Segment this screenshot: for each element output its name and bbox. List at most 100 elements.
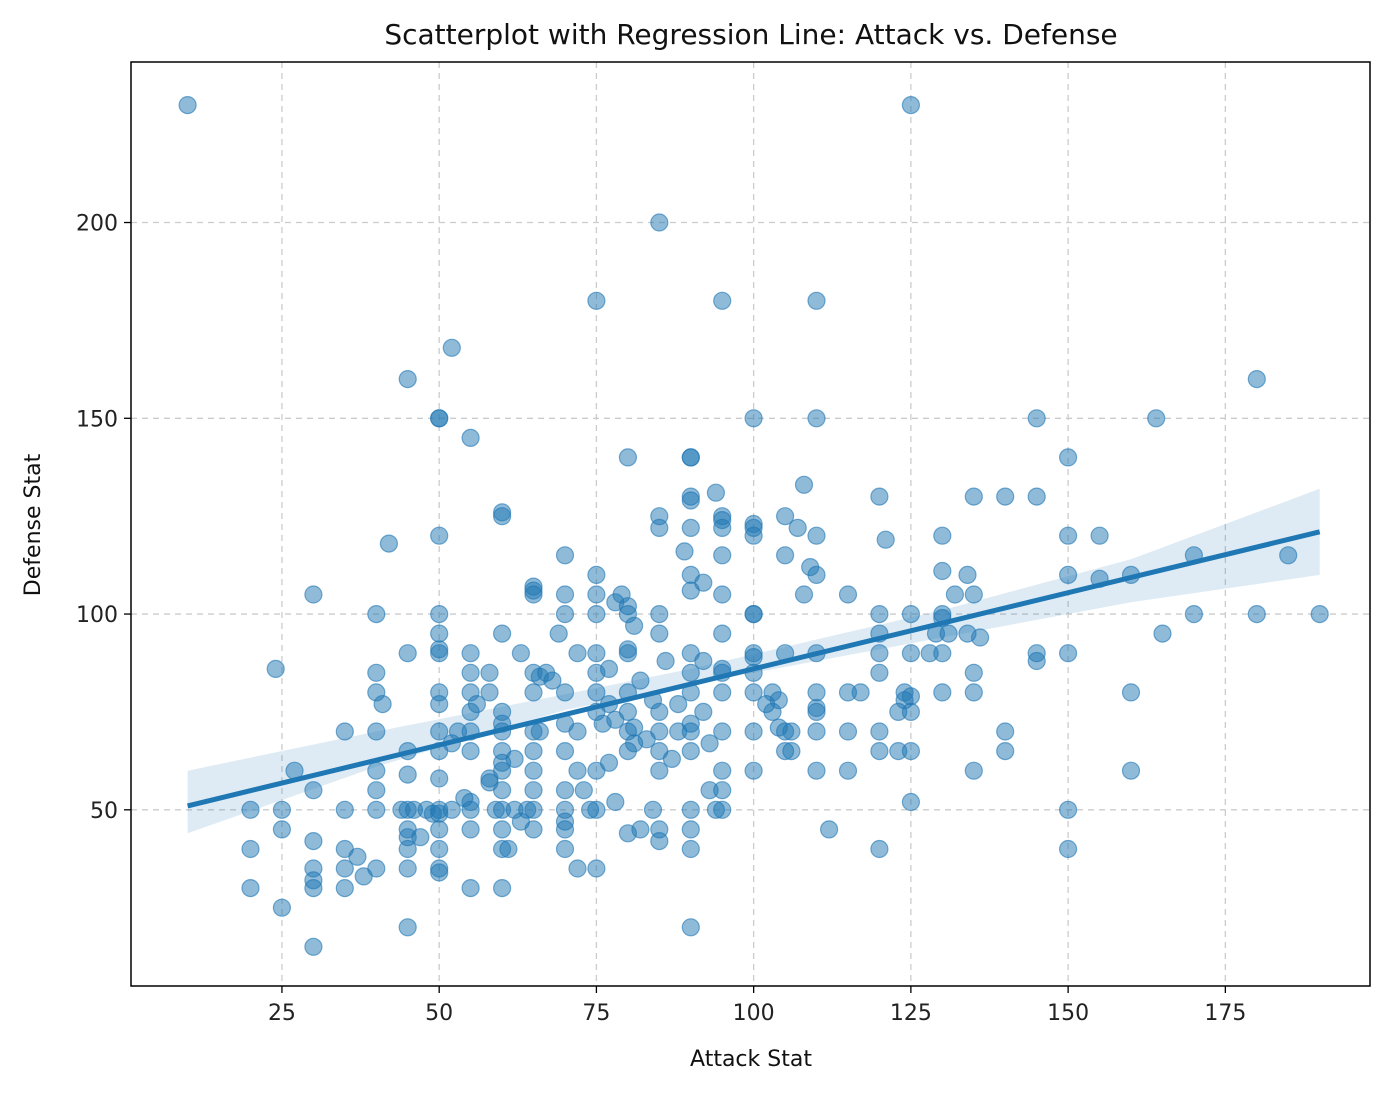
- data-point: [713, 761, 732, 780]
- data-point: [530, 722, 549, 741]
- data-point: [744, 722, 763, 741]
- data-point: [499, 839, 518, 859]
- data-point: [713, 546, 732, 565]
- data-point: [618, 448, 638, 467]
- data-point: [782, 722, 801, 741]
- data-point: [398, 918, 417, 937]
- data-point: [775, 546, 795, 565]
- data-point: [870, 644, 889, 663]
- data-point: [744, 526, 763, 545]
- data-point: [599, 659, 619, 679]
- data-point: [807, 761, 826, 780]
- data-point: [398, 644, 417, 663]
- data-point: [442, 800, 461, 819]
- y-axis-label: Defense Stat: [21, 453, 46, 596]
- data-point: [650, 604, 669, 624]
- data-point: [624, 616, 644, 635]
- data-point: [335, 722, 354, 741]
- data-point: [1058, 526, 1078, 545]
- x-tick-label-6: 175: [1204, 1001, 1246, 1026]
- data-point: [493, 878, 512, 898]
- data-point: [398, 765, 417, 784]
- data-point: [241, 839, 260, 859]
- data-point: [933, 683, 952, 702]
- data-point: [996, 722, 1015, 741]
- data-point: [650, 213, 669, 232]
- data-point: [694, 573, 713, 592]
- data-point: [430, 644, 449, 663]
- data-point: [807, 683, 826, 702]
- data-point: [996, 741, 1015, 761]
- data-point: [555, 585, 575, 604]
- data-point: [870, 722, 889, 741]
- data-point: [1058, 448, 1078, 467]
- data-point: [241, 878, 260, 898]
- data-point: [958, 565, 977, 585]
- data-point: [681, 448, 700, 467]
- y-tick-label-1: 100: [76, 603, 118, 628]
- data-point: [901, 644, 921, 663]
- data-point: [713, 624, 732, 643]
- data-point: [706, 483, 726, 502]
- data-point: [713, 585, 732, 604]
- data-point: [555, 839, 575, 859]
- data-point: [782, 741, 801, 761]
- data-point: [870, 604, 889, 624]
- data-point: [1184, 604, 1204, 624]
- data-point: [587, 800, 606, 819]
- data-point: [901, 604, 921, 624]
- data-point: [713, 800, 732, 819]
- data-point: [775, 507, 795, 526]
- data-point: [430, 839, 449, 859]
- data-point: [398, 859, 417, 878]
- data-point: [1090, 526, 1109, 545]
- data-point: [964, 487, 983, 506]
- data-point: [430, 769, 449, 788]
- data-point: [461, 663, 480, 682]
- data-point: [901, 702, 921, 722]
- data-point: [964, 683, 983, 702]
- data-point: [851, 683, 870, 702]
- data-point: [681, 800, 700, 819]
- data-point: [1153, 624, 1172, 643]
- data-point: [272, 820, 291, 839]
- data-point: [675, 542, 694, 561]
- data-point: [681, 820, 700, 839]
- data-point: [1058, 644, 1078, 663]
- data-point: [348, 847, 367, 866]
- x-tick-label-0: 25: [268, 1001, 296, 1026]
- data-point: [304, 878, 323, 898]
- chart-title: Scatterplot with Regression Line: Attack…: [384, 18, 1117, 51]
- data-point: [650, 702, 669, 722]
- data-point: [430, 694, 449, 714]
- data-point: [335, 859, 354, 878]
- data-point: [524, 781, 543, 800]
- data-point: [430, 722, 449, 741]
- data-point: [442, 338, 461, 357]
- data-point: [304, 781, 323, 800]
- data-point: [807, 565, 826, 585]
- data-point: [587, 291, 606, 310]
- data-point: [624, 734, 644, 753]
- x-tick-label-5: 150: [1047, 1001, 1089, 1026]
- data-point: [587, 565, 606, 585]
- data-point: [1058, 839, 1078, 859]
- data-point: [367, 800, 386, 819]
- plot-frame: [130, 61, 1371, 987]
- data-point: [505, 749, 524, 769]
- regression-line: [187, 529, 1321, 809]
- data-point: [964, 663, 983, 682]
- data-point: [430, 409, 449, 428]
- data-point: [272, 800, 291, 819]
- data-point: [1247, 370, 1266, 389]
- data-point: [549, 624, 568, 643]
- data-point: [304, 937, 323, 956]
- data-point: [367, 722, 386, 741]
- data-point: [681, 722, 700, 741]
- data-point: [304, 585, 323, 604]
- data-point: [970, 628, 990, 647]
- y-tick-label-3: 200: [76, 212, 118, 237]
- data-point: [713, 683, 732, 702]
- data-point: [587, 859, 606, 878]
- data-point: [744, 683, 763, 702]
